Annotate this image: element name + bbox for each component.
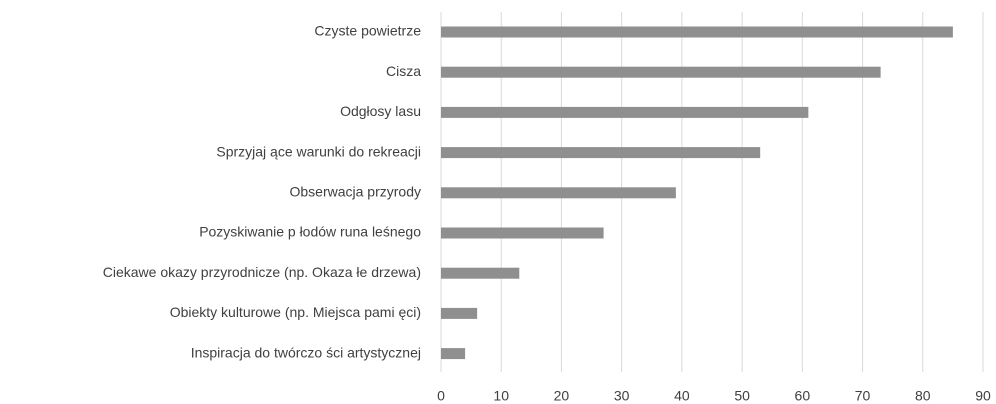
bar — [441, 26, 953, 38]
bar — [441, 66, 881, 78]
y-tick-label: Obserwacja przyrody — [290, 184, 422, 200]
bar — [441, 187, 676, 199]
x-tick-label: 50 — [734, 388, 750, 404]
x-tick-label: 70 — [855, 388, 871, 404]
bar — [441, 267, 520, 279]
y-tick-label: Obiekty kulturowe (np. Miejsca pami ęci) — [170, 304, 421, 320]
y-tick-label: Czyste powietrze — [314, 23, 421, 39]
x-tick-label: 60 — [795, 388, 811, 404]
x-tick-label: 90 — [975, 388, 991, 404]
y-tick-label: Odgłosy lasu — [340, 103, 421, 119]
bar — [441, 348, 466, 360]
y-tick-label: Ciekawe okazy przyrodnicze (np. Okaza łe… — [103, 264, 421, 280]
bar — [441, 106, 809, 118]
x-tick-label: 10 — [493, 388, 509, 404]
y-tick-label: Pozyskiwanie p łodów runa leśnego — [199, 224, 421, 240]
y-tick-label: Cisza — [386, 63, 421, 79]
y-tick-label: Sprzyjaj ące warunki do rekreacji — [216, 143, 421, 159]
y-tick-label: Inspiracja do twórczo ści artystycznej — [191, 344, 421, 360]
x-tick-label: 80 — [915, 388, 931, 404]
x-tick-label: 30 — [614, 388, 630, 404]
bar — [441, 147, 761, 159]
x-tick-label: 20 — [554, 388, 570, 404]
x-tick-label: 40 — [674, 388, 690, 404]
bar — [441, 227, 604, 239]
bar — [441, 307, 478, 319]
x-tick-label: 0 — [437, 388, 445, 404]
